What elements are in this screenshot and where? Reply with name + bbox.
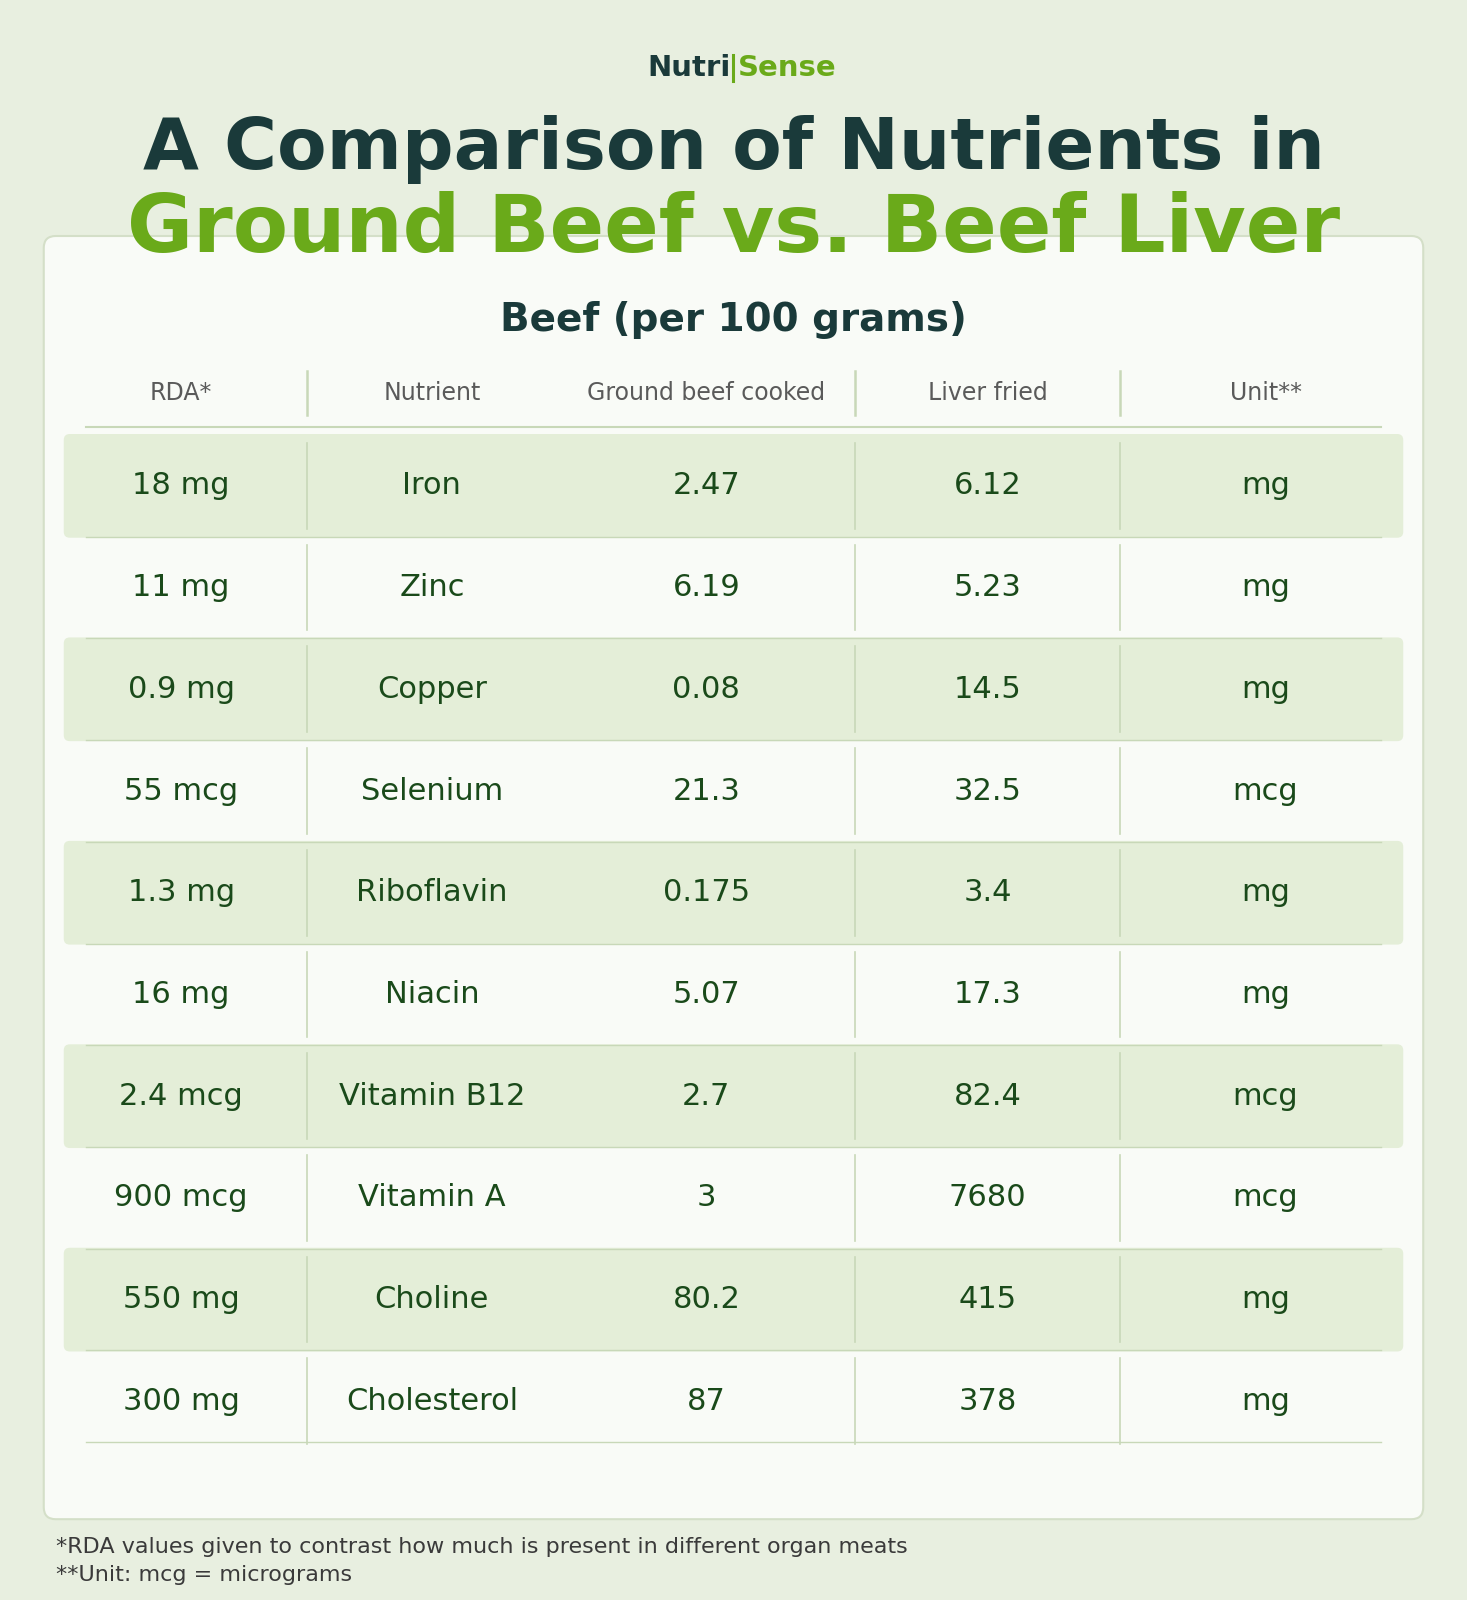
Text: mg: mg [1241, 573, 1289, 602]
Text: Ground Beef vs. Beef Liver: Ground Beef vs. Beef Liver [128, 190, 1339, 269]
Text: 6.12: 6.12 [954, 472, 1021, 501]
Text: Liver fried: Liver fried [927, 381, 1047, 405]
Text: Nutrient: Nutrient [383, 381, 481, 405]
Text: Vitamin B12: Vitamin B12 [339, 1082, 525, 1110]
Text: mg: mg [1241, 675, 1289, 704]
Text: *RDA values given to contrast how much is present in different organ meats: *RDA values given to contrast how much i… [56, 1538, 908, 1557]
Text: 1.3 mg: 1.3 mg [128, 878, 235, 907]
FancyBboxPatch shape [63, 1045, 1404, 1149]
FancyBboxPatch shape [63, 1248, 1404, 1352]
Text: A Comparison of Nutrients in: A Comparison of Nutrients in [142, 115, 1325, 184]
Text: 55 mcg: 55 mcg [125, 776, 238, 805]
Text: Cholesterol: Cholesterol [346, 1387, 518, 1416]
Text: 3: 3 [697, 1184, 716, 1213]
Text: Beef (per 100 grams): Beef (per 100 grams) [500, 301, 967, 339]
Text: 378: 378 [958, 1387, 1017, 1416]
Text: 16 mg: 16 mg [132, 979, 230, 1010]
Text: mg: mg [1241, 472, 1289, 501]
Text: Niacin: Niacin [384, 979, 480, 1010]
Text: 2.7: 2.7 [682, 1082, 731, 1110]
Text: 11 mg: 11 mg [132, 573, 230, 602]
Text: Choline: Choline [374, 1285, 489, 1314]
Text: Iron: Iron [402, 472, 461, 501]
Text: 2.4 mcg: 2.4 mcg [119, 1082, 244, 1110]
Text: RDA*: RDA* [150, 381, 213, 405]
Text: **Unit: mcg = micrograms: **Unit: mcg = micrograms [56, 1565, 352, 1586]
Text: 14.5: 14.5 [954, 675, 1021, 704]
Text: 550 mg: 550 mg [123, 1285, 239, 1314]
Text: 2.47: 2.47 [672, 472, 741, 501]
Text: mg: mg [1241, 1387, 1289, 1416]
Text: 5.07: 5.07 [672, 979, 741, 1010]
Text: 900 mcg: 900 mcg [114, 1184, 248, 1213]
Text: 7680: 7680 [949, 1184, 1027, 1213]
Text: 18 mg: 18 mg [132, 472, 230, 501]
Text: Sense: Sense [738, 54, 836, 82]
Text: 300 mg: 300 mg [123, 1387, 239, 1416]
FancyBboxPatch shape [44, 235, 1423, 1520]
Text: Selenium: Selenium [361, 776, 503, 805]
Text: 87: 87 [687, 1387, 726, 1416]
Text: 0.08: 0.08 [672, 675, 741, 704]
Text: mg: mg [1241, 1285, 1289, 1314]
Text: mg: mg [1241, 979, 1289, 1010]
Text: 82.4: 82.4 [954, 1082, 1021, 1110]
Text: 80.2: 80.2 [672, 1285, 741, 1314]
Text: Zinc: Zinc [399, 573, 465, 602]
FancyBboxPatch shape [63, 434, 1404, 538]
Text: mcg: mcg [1232, 1184, 1298, 1213]
Text: 17.3: 17.3 [954, 979, 1021, 1010]
Text: 21.3: 21.3 [672, 776, 741, 805]
Text: Copper: Copper [377, 675, 487, 704]
FancyBboxPatch shape [63, 637, 1404, 741]
Text: 32.5: 32.5 [954, 776, 1021, 805]
Text: Nutri: Nutri [647, 54, 731, 82]
Text: 0.9 mg: 0.9 mg [128, 675, 235, 704]
Text: mcg: mcg [1232, 1082, 1298, 1110]
Text: Vitamin A: Vitamin A [358, 1184, 506, 1213]
Text: Ground beef cooked: Ground beef cooked [587, 381, 826, 405]
Text: 6.19: 6.19 [672, 573, 741, 602]
Text: 5.23: 5.23 [954, 573, 1021, 602]
Text: Riboflavin: Riboflavin [356, 878, 508, 907]
Text: 3.4: 3.4 [964, 878, 1012, 907]
Text: mg: mg [1241, 878, 1289, 907]
Text: Unit**: Unit** [1229, 381, 1301, 405]
FancyBboxPatch shape [63, 842, 1404, 944]
Text: 415: 415 [958, 1285, 1017, 1314]
Text: mcg: mcg [1232, 776, 1298, 805]
Text: 0.175: 0.175 [663, 878, 750, 907]
